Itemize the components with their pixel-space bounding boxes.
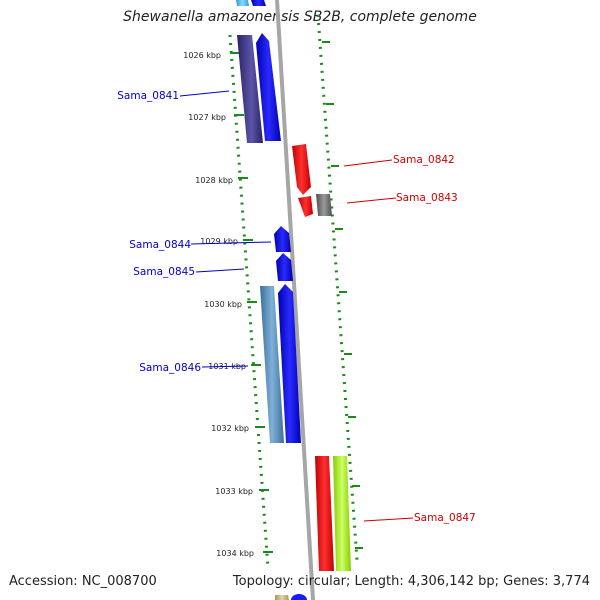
tick-label: 1029 kbp	[200, 237, 238, 246]
gene-feature-partial	[275, 595, 289, 600]
gene-feature-sama-0842b	[298, 196, 313, 217]
tick-label: 1030 kbp	[204, 300, 242, 309]
gene-label-sama-0841[interactable]: Sama_0841	[117, 90, 179, 102]
gene-feature-sama-0847-cog	[333, 456, 351, 571]
accession-text: Accession: NC_008700	[9, 574, 157, 589]
tick-label: 1034 kbp	[216, 549, 254, 558]
genome-summary-text: Topology: circular; Length: 4,306,142 bp…	[232, 574, 590, 589]
tick-label: 1026 kbp	[183, 51, 221, 60]
gene-feature-sama-0842	[292, 144, 311, 195]
gene-feature-sama-0844	[274, 226, 291, 252]
gene-label-sama-0844[interactable]: Sama_0844	[129, 239, 191, 251]
gene-label-sama-0845[interactable]: Sama_0845	[133, 266, 195, 278]
label-leader-line	[179, 90, 230, 97]
label-leader-line	[195, 268, 245, 273]
gene-feature-sama-0846-cog	[260, 286, 284, 443]
label-leader-line	[346, 197, 397, 204]
label-leader-line	[190, 241, 272, 245]
gene-label-sama-0842[interactable]: Sama_0842	[393, 154, 455, 166]
inner-tick-track	[228, 34, 273, 569]
gene-feature-partial	[291, 594, 307, 600]
gene-feature-sama-0841-cog	[237, 35, 263, 143]
tick-label: 1033 kbp	[215, 487, 253, 496]
gene-label-sama-0843[interactable]: Sama_0843	[396, 192, 458, 204]
gene-label-sama-0846[interactable]: Sama_0846	[139, 362, 201, 374]
gene-feature-sama-0846	[278, 284, 301, 443]
label-leader-line	[201, 365, 249, 368]
gene-feature-partial	[236, 0, 249, 6]
tick-label: 1028 kbp	[195, 176, 233, 185]
gene-feature-partial	[251, 0, 266, 6]
gene-feature-sama-0847	[315, 456, 334, 571]
gene-feature-sama-0843	[316, 194, 332, 216]
tick-label: 1027 kbp	[188, 113, 226, 122]
label-leader-line	[363, 517, 414, 522]
gene-feature-sama-0845	[276, 253, 293, 281]
genome-backbone	[275, 0, 315, 600]
map-title: Shewanella amazonensis SB2B, complete ge…	[123, 9, 477, 25]
gene-feature-sama-0841	[256, 33, 281, 141]
outer-tick-track	[316, 14, 363, 561]
gene-label-sama-0847[interactable]: Sama_0847	[414, 512, 476, 524]
tick-label: 1032 kbp	[211, 424, 249, 433]
label-leader-line	[343, 159, 393, 167]
